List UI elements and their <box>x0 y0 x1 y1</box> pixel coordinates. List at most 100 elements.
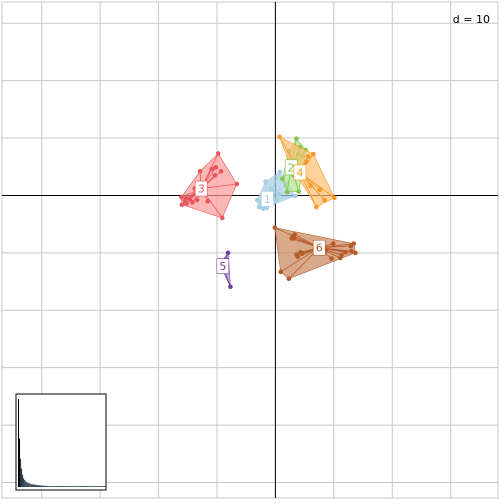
eigenvalue-bar <box>32 484 34 487</box>
group-6-label: 6 <box>312 239 326 256</box>
eigenvalue-bar <box>82 486 84 487</box>
group-2-point <box>280 176 285 182</box>
group-4-point <box>314 204 319 210</box>
eigenvalue-bar <box>89 486 91 487</box>
group-6-point <box>292 232 297 237</box>
eigenvalue-bar <box>41 485 43 487</box>
group-6-point <box>278 269 283 275</box>
eigenvalue-bar <box>36 485 38 487</box>
eigenvalue-bar <box>66 486 68 487</box>
eigenvalue-bar <box>55 486 57 487</box>
eigenvalue-bar <box>71 486 73 487</box>
eigenvalue-bar <box>80 486 82 487</box>
group-3-hull <box>181 153 238 219</box>
eigenvalue-bar <box>74 486 76 487</box>
eigenvalue-bar <box>62 486 64 487</box>
eigenvalue-bar <box>18 399 20 487</box>
group-6-star-line <box>280 247 320 273</box>
group-3-point <box>209 166 215 172</box>
eigenvalue-bar <box>98 486 100 487</box>
eigenvalue-bar <box>60 486 62 487</box>
group-5-point <box>228 284 233 290</box>
group-3-point <box>218 169 224 174</box>
eigenvalue-bar <box>31 484 33 487</box>
eigenvalue-bar <box>58 486 60 487</box>
group-3-label: 3 <box>194 180 208 197</box>
group-3-point <box>179 194 184 200</box>
group-4-point <box>277 134 282 140</box>
eigenvalue-inset-frame <box>15 393 107 491</box>
eigenvalue-bar <box>38 485 40 487</box>
eigenvalue-bar <box>96 486 98 487</box>
eigenvalue-bar <box>44 485 46 487</box>
eigenvalue-bar <box>43 485 45 487</box>
group-3-point <box>205 198 210 204</box>
eigenvalue-bar <box>28 483 30 487</box>
group-4-label-text: 4 <box>296 167 303 180</box>
eigenvalue-bar <box>51 486 53 487</box>
eigenvalue-bar <box>19 438 21 487</box>
group-2-label-text: 2 <box>288 161 295 174</box>
eigenvalue-bar <box>39 485 41 487</box>
group-1-point <box>260 206 266 211</box>
eigenvalue-bar <box>50 486 52 487</box>
eigenvalue-bar <box>83 486 85 487</box>
group-3 <box>179 151 240 221</box>
group-3-point <box>197 169 203 174</box>
group-1-point <box>264 205 269 211</box>
group-3-point <box>179 202 185 207</box>
group-6-point <box>299 251 305 256</box>
eigenvalue-bar <box>63 486 65 487</box>
eigenvalue-bar <box>104 486 106 487</box>
eigenvalue-bar <box>79 486 81 487</box>
group-5-label: 5 <box>216 258 230 274</box>
group-1-point <box>277 169 283 175</box>
eigenvalue-bar <box>45 485 47 487</box>
group-4-point <box>305 154 311 159</box>
eigenvalue-bar <box>87 486 89 487</box>
eigenvalue-bar <box>91 486 93 487</box>
eigenvalue-bar <box>26 482 28 487</box>
eigenvalue-bar <box>29 483 31 487</box>
group-4-point <box>317 187 323 193</box>
eigenvalue-bar <box>84 486 86 487</box>
group-1-point <box>255 197 260 203</box>
eigenvalue-bar <box>30 483 32 487</box>
eigenvalue-bar <box>52 486 54 487</box>
eigenvalue-bar <box>59 486 61 487</box>
group-1-label: 1 <box>260 191 274 207</box>
group-3-label-box <box>194 180 208 197</box>
eigenvalue-bar <box>35 484 37 487</box>
eigenvalue-bar <box>33 484 35 487</box>
eigenvalue-bar <box>70 486 72 487</box>
eigenvalue-bar <box>65 486 67 487</box>
group-1-point <box>276 192 282 197</box>
group-4-point <box>311 151 316 157</box>
eigenvalue-bar <box>69 486 71 487</box>
eigenvalue-bar <box>49 486 51 487</box>
group-1-point <box>268 186 274 191</box>
group-6-point <box>286 276 292 282</box>
group-labels: 1 2 4 3 6 5 <box>194 159 326 274</box>
eigenvalue-bar <box>76 486 78 487</box>
group-6-point <box>329 256 334 261</box>
eigenvalue-bar <box>40 485 42 487</box>
group-2-point <box>294 136 299 141</box>
eigenvalue-bar <box>94 486 96 487</box>
group-1-label-text: 1 <box>264 193 271 206</box>
group-3-point <box>215 151 221 156</box>
eigenvalue-bar <box>34 484 36 487</box>
eigenvalue-bar <box>47 486 49 487</box>
eigenvalue-bar <box>20 458 22 487</box>
eigenvalue-bar <box>92 486 94 487</box>
group-3-label-text: 3 <box>198 183 205 196</box>
group-3-point <box>212 173 217 178</box>
group-4-point <box>322 197 327 203</box>
eigenvalue-bar <box>64 486 66 487</box>
eigenvalue-inset <box>15 393 107 491</box>
group-6-label-box <box>312 239 326 256</box>
group-1-label-box <box>260 191 274 207</box>
group-3-point <box>213 165 219 170</box>
group-4-point <box>308 183 313 189</box>
group-1-point <box>274 198 279 203</box>
